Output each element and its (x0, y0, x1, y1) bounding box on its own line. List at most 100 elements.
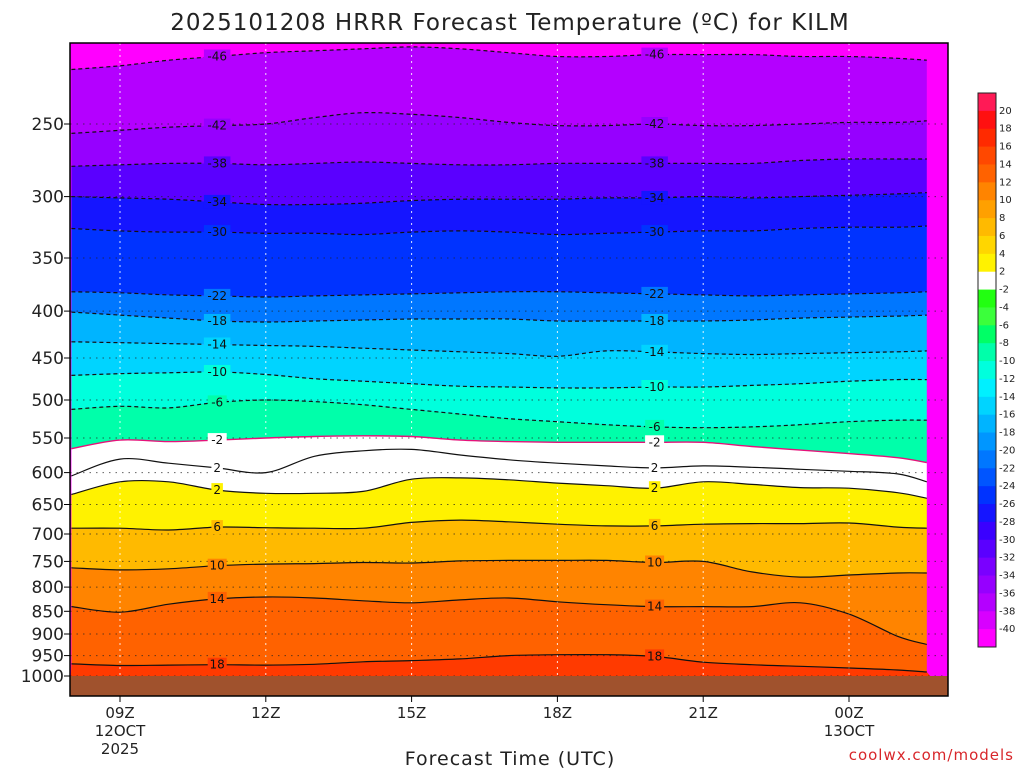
colorbar-label: -36 (999, 588, 1015, 599)
isotherm-line (71, 291, 927, 298)
isotherm-label: -10 (645, 380, 665, 394)
isotherm-label-background (211, 520, 223, 535)
isotherm-label: -38 (207, 156, 227, 170)
isotherm-label: -30 (207, 225, 227, 239)
isotherm-label-background (641, 286, 668, 301)
time-tick-label: 09Z (105, 704, 134, 722)
pressure-tick-label: 750 (32, 552, 64, 572)
isotherm-line (71, 371, 927, 389)
colorbar-label: -34 (999, 571, 1015, 582)
isotherm-label-background (207, 395, 227, 410)
isotherm-label: -18 (645, 314, 665, 328)
grid-lines (70, 43, 948, 696)
pressure-tick-label: 300 (32, 188, 64, 208)
colorbar-swatch (978, 271, 996, 291)
time-tick-label: 21Z (689, 704, 718, 722)
isotherm-label-background (641, 190, 668, 205)
colorbar-swatch (978, 253, 996, 273)
colorbar-label: -6 (999, 320, 1009, 331)
colorbar-label: 18 (999, 124, 1012, 135)
colorbar-swatch (978, 307, 996, 326)
isotherm-label-background (211, 460, 223, 475)
colorbar-label: -28 (999, 517, 1015, 528)
isotherm-label-background (641, 156, 668, 171)
colorbar-swatch (978, 182, 996, 201)
isotherm-line (71, 192, 927, 206)
time-tick-label: 2025 (101, 740, 139, 758)
isotherm-line (71, 399, 927, 429)
pressure-tick-label: 650 (32, 496, 64, 516)
time-tick-label: 12OCT (95, 722, 146, 740)
isotherm-label: -46 (645, 48, 665, 62)
isotherm-label-background (203, 365, 231, 379)
colorbar-label: -32 (999, 553, 1015, 564)
temperature-band (71, 341, 927, 388)
isotherm-label: -42 (207, 119, 227, 133)
pressure-tick-label: 550 (32, 429, 64, 449)
colorbar-label: -40 (999, 624, 1015, 635)
colorbar-label: 10 (999, 195, 1012, 206)
colorbar-label: 6 (999, 231, 1005, 242)
temperature-band (70, 43, 948, 70)
isotherm-contours: -46 -46-42 -42-38 -38-34 -34-30 -30-22 -22-18-… (71, 46, 927, 673)
time-tick-label: 13OCT (824, 722, 875, 740)
colorbar-swatch (978, 611, 996, 630)
isotherm-line (71, 311, 927, 323)
isotherm-label: 6 (651, 519, 659, 533)
colorbar-swatch (978, 396, 996, 416)
colorbar-swatch (978, 200, 996, 219)
isotherm-label-background (203, 288, 231, 303)
isotherm-label: -10 (207, 365, 227, 379)
colorbar-label: 2 (999, 267, 1005, 278)
isotherm-label-background (203, 225, 231, 240)
isotherm-label: 18 (210, 658, 225, 672)
isotherm-label-background (207, 558, 227, 573)
isotherm-label-background (207, 657, 227, 672)
pressure-tick-label: 950 (32, 647, 64, 667)
isotherm-line (71, 111, 927, 134)
colorbar-swatch (978, 146, 996, 165)
colorbar-swatch (978, 593, 996, 612)
isotherm-label-background (641, 117, 668, 131)
isotherm-label: 2 (213, 483, 221, 497)
colorbar-label: -26 (999, 499, 1015, 510)
temperature-band (71, 158, 927, 205)
isotherm-label-background (207, 433, 227, 448)
colorbar-label: -30 (999, 535, 1015, 546)
chart-title: 2025101208 HRRR Forecast Temperature (ºC… (170, 10, 849, 36)
colorbar-label: -38 (999, 606, 1015, 617)
colorbar-label: 14 (999, 160, 1012, 171)
isotherm-label-background (203, 49, 231, 64)
isotherm-label-background (648, 518, 661, 533)
isotherm-label: 14 (210, 592, 225, 606)
isotherm-label: -34 (207, 195, 227, 209)
isotherm-line (71, 341, 927, 357)
colorbar-frame (977, 92, 997, 648)
pressure-tick-label: 350 (32, 249, 64, 269)
isotherm-label: -2 (649, 435, 661, 449)
isotherm-label: -14 (645, 345, 665, 359)
ground-surface (70, 676, 948, 696)
isotherm-label-background (207, 591, 227, 606)
temperature-band (71, 560, 927, 645)
colorbar-label: 20 (999, 106, 1012, 117)
colorbar-label: 4 (999, 249, 1005, 260)
colorbar-swatch (978, 539, 996, 559)
isotherm-label-background (211, 483, 223, 498)
x-axis-label: Forecast Time (UTC) (405, 748, 615, 768)
temperature-band (71, 112, 927, 167)
colorbar-swatch (978, 575, 996, 594)
colorbar-legend: 20 18 16 14 12 10 8 6 4 2 -2 -4 -6 -8 -10 -12 -14 -16 -18 -… (977, 92, 1015, 648)
pressure-tick-label: 700 (32, 525, 64, 545)
colorbar-swatch (978, 128, 996, 148)
isotherm-label: -38 (645, 156, 665, 170)
colorbar-swatch (978, 235, 996, 255)
colorbar-swatch (978, 93, 996, 112)
isotherm-label: -30 (645, 225, 665, 239)
pressure-axis: 250 300 350 400 450 500 550 600 650 700 750 800 850 9… (21, 115, 70, 687)
isotherm-label-background (203, 337, 231, 352)
temperature-band (71, 449, 927, 499)
colorbar-label: -12 (999, 374, 1015, 385)
